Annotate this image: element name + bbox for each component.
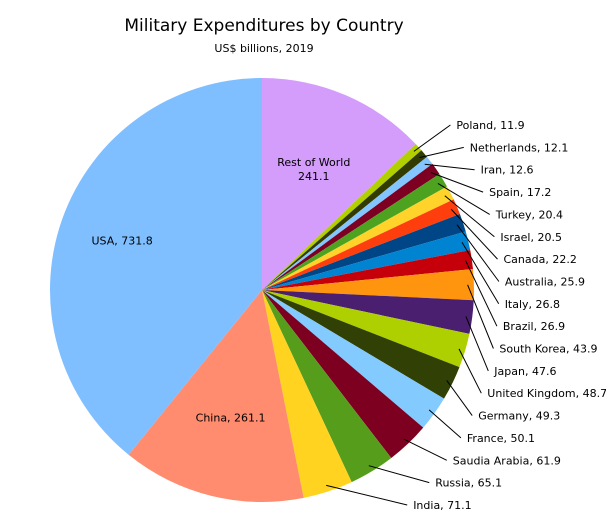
label-russia: Russia, 65.1 bbox=[435, 477, 502, 490]
label-france: France, 50.1 bbox=[467, 432, 535, 445]
leader-saudia-arabia bbox=[403, 438, 448, 461]
label-iran: Iran, 12.6 bbox=[481, 164, 534, 177]
leader-india bbox=[326, 484, 408, 506]
slice-israel bbox=[262, 186, 454, 290]
label-saudia-arabia: Saudia Arabia, 61.9 bbox=[453, 454, 561, 467]
slice-south-korea bbox=[262, 269, 474, 301]
label-italy: Italy, 26.8 bbox=[505, 298, 560, 311]
leader-israel bbox=[444, 195, 495, 238]
label-brazil: Brazil, 26.9 bbox=[503, 320, 565, 333]
leader-netherlands bbox=[419, 146, 464, 159]
leader-russia bbox=[368, 465, 430, 484]
pie-slices bbox=[50, 78, 474, 503]
leader-canada bbox=[450, 208, 498, 260]
leader-poland bbox=[413, 124, 451, 152]
leader-united-kingdom bbox=[458, 348, 482, 394]
label-germany: Germany, 49.3 bbox=[478, 410, 560, 423]
slice-japan bbox=[262, 290, 474, 334]
leader-south-korea bbox=[467, 284, 494, 349]
leader-italy bbox=[461, 241, 500, 305]
leader-australia bbox=[456, 224, 500, 282]
leader-lines bbox=[326, 124, 500, 506]
label-australia: Australia, 25.9 bbox=[505, 276, 585, 289]
slice-spain bbox=[262, 163, 440, 290]
slice-netherlands bbox=[262, 150, 427, 290]
slice-united-kingdom bbox=[262, 290, 470, 368]
leader-japan bbox=[465, 316, 489, 372]
slice-india bbox=[262, 290, 352, 498]
label-poland: Poland, 11.9 bbox=[456, 119, 524, 132]
leader-spain bbox=[430, 172, 484, 193]
label-south-korea: South Korea, 43.9 bbox=[499, 343, 597, 356]
slice-turkey bbox=[262, 174, 447, 290]
chart-title: Military Expenditures by Country bbox=[124, 16, 403, 36]
slice-brazil bbox=[262, 250, 473, 290]
slice-italy bbox=[262, 231, 471, 290]
slice-germany bbox=[262, 290, 460, 399]
leader-brazil bbox=[465, 260, 498, 327]
label-japan: Japan, 47.6 bbox=[493, 365, 556, 378]
slice-poland bbox=[262, 143, 422, 290]
slice-labels: Rest of World 241.1 Poland, 11.9 Netherland… bbox=[91, 119, 606, 512]
label-canada: Canada, 22.2 bbox=[504, 253, 577, 266]
slice-usa bbox=[50, 78, 263, 455]
label-israel: Israel, 20.5 bbox=[500, 231, 562, 244]
slice-saudia-arabia bbox=[262, 290, 424, 459]
leader-turkey bbox=[437, 182, 490, 215]
label-netherlands: Netherlands, 12.1 bbox=[470, 141, 569, 154]
leader-germany bbox=[446, 380, 473, 416]
leader-iran bbox=[424, 163, 475, 171]
label-rest-of-world: Rest of World 241.1 bbox=[277, 156, 350, 183]
slice-russia bbox=[262, 290, 392, 483]
slice-france bbox=[262, 290, 445, 428]
label-china: China, 261.1 bbox=[196, 412, 266, 425]
slice-canada bbox=[262, 199, 460, 290]
label-india: India, 71.1 bbox=[413, 499, 471, 512]
chart-subtitle: US$ billions, 2019 bbox=[214, 42, 313, 55]
slice-rest-of-world bbox=[262, 78, 416, 290]
label-turkey: Turkey, 20.4 bbox=[495, 208, 563, 221]
slice-australia bbox=[262, 213, 466, 290]
slice-iran bbox=[262, 156, 433, 290]
label-spain: Spain, 17.2 bbox=[489, 186, 551, 199]
label-united-kingdom: United Kingdom, 48.7 bbox=[487, 387, 606, 400]
label-usa: USA, 731.8 bbox=[91, 235, 152, 248]
slice-china bbox=[128, 290, 304, 503]
leader-france bbox=[428, 409, 462, 439]
